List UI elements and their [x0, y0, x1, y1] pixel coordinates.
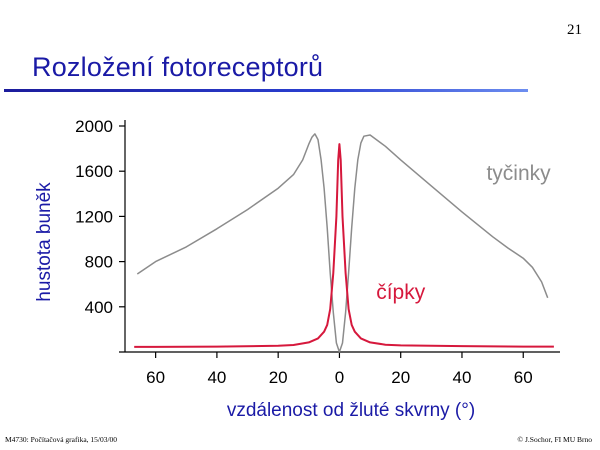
title-divider	[4, 89, 528, 92]
series-label: čípky	[376, 281, 426, 304]
x-tick-label: 60	[146, 368, 165, 387]
x-tick-label: 40	[207, 368, 226, 387]
y-tick-label: 800	[85, 253, 113, 272]
y-tick-label: 1200	[75, 207, 113, 226]
footer-copyright: © J.Sochor, FI MU Brno	[517, 435, 592, 444]
y-tick-label: 400	[85, 298, 113, 317]
x-tick-label: 0	[335, 368, 344, 387]
x-tick-label: 60	[514, 368, 533, 387]
x-tick-label: 20	[269, 368, 288, 387]
y-axis-label: hustota buněk	[34, 182, 55, 302]
series-line-cones	[134, 143, 554, 348]
x-axis-label: vzdálenost od žluté skvrny (°)	[227, 400, 475, 421]
x-tick-label: 20	[391, 368, 410, 387]
slide-title: Rozložení fotoreceptorů	[32, 52, 324, 82]
series-line-rods	[136, 133, 549, 353]
y-tick-label: 2000	[75, 117, 113, 136]
footer-course-info: M4730: Počítačová grafika, 15/03/00	[5, 435, 118, 444]
page-number: 21	[567, 22, 582, 38]
y-tick-label: 1600	[75, 162, 113, 181]
series-label: tyčinky	[486, 162, 551, 185]
x-tick-label: 40	[453, 368, 472, 387]
